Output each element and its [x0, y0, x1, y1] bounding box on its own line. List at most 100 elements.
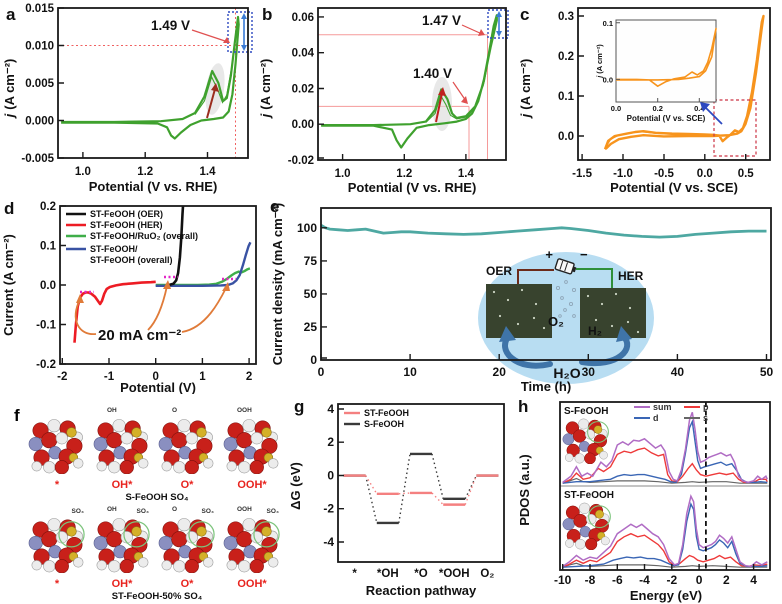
x-tick: 10 [403, 365, 417, 379]
row-caption: ST-FeOOH-50% SO₄ [111, 591, 203, 602]
inset-plot-border [615, 19, 717, 103]
f-row-st-feooh: SO₄ * OH SO₄ OH* O SO₄ O* OOH SO₄ OOH* ST-F… [0, 505, 286, 602]
structure-item: O O* [158, 406, 216, 492]
x-tick: -6 [612, 573, 623, 587]
x-axis-label: Potential (V vs. SCE) [610, 180, 738, 195]
y-axis-label: j(A cm⁻²) [2, 59, 17, 120]
current-density-annotation: 20 mA cm⁻² [98, 327, 181, 344]
x-tick: 1.4 [458, 168, 475, 180]
x-tick: 1.2 [137, 166, 153, 178]
inset-x-tick: 0.4 [694, 104, 705, 113]
h2-label: H₂ [588, 324, 602, 338]
legend-label-her: ST-FeOOH (HER) [90, 220, 163, 230]
y-tick: 2 [327, 435, 334, 449]
panel-letter-h: h [518, 397, 528, 416]
panel-letter-g: g [294, 397, 304, 416]
annotation-arrowhead-1 [478, 29, 485, 36]
range-arrowhead-top [241, 13, 247, 19]
inset-x-axis-label: Potential (V vs. SCE) [627, 114, 706, 123]
x-tick: 20 [493, 365, 507, 379]
panel-g: g ST-FeOOH S-FeOOH 4 2 0 -2 -4 * *OH *O … [288, 397, 505, 598]
panel-e: e + − OER HER O₂ H₂ H₂O 100 75 50 [270, 197, 774, 394]
x-tick: 2 [246, 371, 252, 383]
panel-h: h S-FeOOH ST-FeOOH sum p d s -10 -8 -6 -… [517, 397, 771, 603]
x-category: * [352, 568, 357, 580]
molecule-cluster [28, 515, 85, 573]
annotation-arrowhead-mid [163, 280, 171, 289]
gas-bubbles [555, 280, 577, 318]
so4-highlight-circle [123, 521, 150, 548]
inset-axis-ticks [615, 22, 700, 102]
o2-cycle-arrowhead [499, 326, 516, 342]
molecule-cluster [28, 416, 86, 474]
annotation-arrowhead [223, 37, 230, 43]
x-tick: 1.0 [335, 168, 351, 180]
pdos-sum-curve [562, 411, 768, 484]
x-axis-label: Potential (V vs. RHE) [89, 179, 218, 194]
panel-a: a 1.49 V 0.015 0.010 0.005 0.000 -0.005 … [2, 3, 253, 194]
plot-border [559, 401, 771, 571]
molecule-cluster [93, 515, 150, 573]
y-tick: 25 [304, 320, 318, 334]
subpanel-label-s-feooh: S-FeOOH [564, 406, 608, 417]
y-axis-label: j(A cm⁻²) [518, 59, 533, 120]
x-category: O₂ [480, 568, 494, 580]
y-tick: 75 [304, 254, 318, 268]
y-tick: 0.02 [292, 84, 314, 96]
stability-curve [320, 223, 767, 239]
site-label: OOH* [237, 479, 267, 491]
so4-label: SO₄ [201, 508, 215, 515]
plot-border [337, 403, 505, 563]
cv-curve-cycle2 [425, 18, 497, 123]
molecule-cluster-inset [563, 503, 611, 550]
inset-pointer-arrowhead [700, 102, 710, 112]
legend-label-s: s [703, 413, 708, 423]
axis-ticks [58, 7, 209, 159]
y-tick: 0.010 [25, 41, 54, 53]
axis-ticks [320, 227, 768, 360]
y-tick: 100 [297, 221, 317, 235]
so4-highlight-circle [58, 521, 85, 548]
x-tick: -4 [639, 573, 650, 587]
y-tick: 0.00 [292, 119, 314, 131]
scan-direction-arrowhead [211, 83, 219, 92]
y-axis-label: j(A cm⁻²) [258, 59, 273, 120]
y-tick: -0.005 [21, 153, 54, 165]
y-tick: 0.06 [292, 12, 314, 24]
legend-label-d: d [653, 413, 659, 423]
x-tick: 50 [760, 365, 774, 379]
x-axis-label: Potential (V) [120, 380, 196, 394]
inset-y-axis-label: j(A cm⁻²) [595, 44, 604, 79]
panel-letter-c: c [520, 5, 529, 24]
inset-y-tick: 0.1 [603, 19, 613, 28]
panel-c: c 0.1 0.0 0.0 0.2 0.4 j(A cm⁻²) Potentia… [518, 5, 771, 195]
site-label: OH* [111, 479, 133, 491]
site-label: OH* [111, 578, 133, 590]
inset-cv-curve [616, 27, 717, 87]
h2-cycle-arrowhead [616, 326, 632, 342]
plot-border [320, 207, 772, 361]
legend: ST-FeOOH (OER) ST-FeOOH (HER) ST-FeOOH/R… [66, 209, 198, 265]
axis-ticks [318, 16, 467, 160]
pdos-top-s-feooh [562, 411, 768, 484]
scan-direction-arrowhead [438, 87, 446, 96]
her-curve [73, 280, 156, 343]
x-tick: 4 [750, 573, 757, 587]
so4-label: SO₄ [71, 508, 85, 515]
inset-y-tick: 0.0 [603, 75, 613, 84]
adsorbate-label: OH [107, 506, 117, 513]
free-energy-steps-s-feooh [343, 452, 499, 525]
x-axis-label: Reaction pathway [366, 583, 477, 598]
molecule-cluster [158, 416, 216, 474]
structure-item: SO₄ * [28, 505, 86, 591]
f-row-s-feooh: * OH OH* O O* OOH OOH* S-FeOOH SO₄ [0, 406, 286, 503]
pdos-p-curve [562, 447, 768, 484]
range-arrowhead-bottom [241, 45, 247, 51]
annotation-arrow [191, 29, 229, 43]
axis-ticks [562, 564, 755, 570]
x-axis-label: Potential (V vs. RHE) [348, 180, 477, 195]
x-tick: 1.0 [75, 166, 91, 178]
cv-curve [603, 14, 765, 151]
legend-label-st-feooh: ST-FeOOH [364, 408, 409, 418]
pdos-d-curve [562, 501, 768, 568]
